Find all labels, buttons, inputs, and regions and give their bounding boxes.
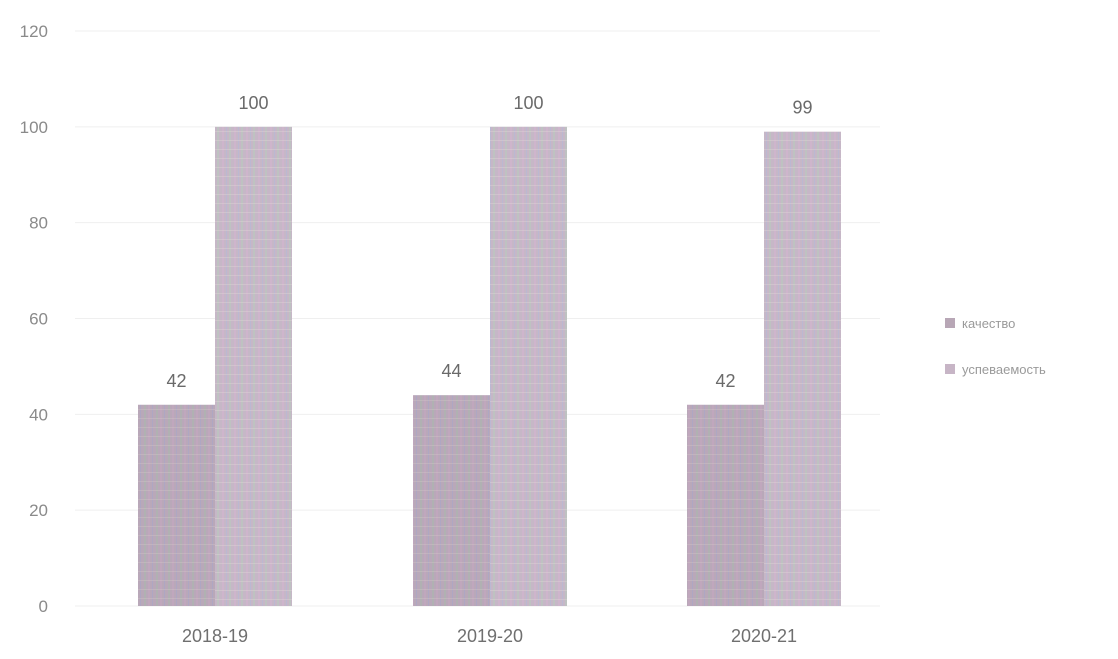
y-tick-label: 60 <box>29 310 48 329</box>
x-tick-label: 2018-19 <box>182 626 248 646</box>
y-axis: 0 20 40 60 80 100 120 <box>20 22 48 616</box>
bar <box>413 395 490 606</box>
data-label: 99 <box>792 98 812 118</box>
y-tick-label: 40 <box>29 405 48 424</box>
y-tick-label: 20 <box>29 501 48 520</box>
data-label: 42 <box>715 371 735 391</box>
x-axis: 2018-19 2019-20 2020-21 <box>182 626 797 646</box>
data-label: 100 <box>238 93 268 113</box>
y-tick-label: 80 <box>29 214 48 233</box>
bars <box>138 126 841 606</box>
data-label: 100 <box>513 93 543 113</box>
x-tick-label: 2019-20 <box>457 626 523 646</box>
bar <box>215 126 292 606</box>
legend: качество успеваемость <box>945 316 1046 377</box>
legend-label: успеваемость <box>962 362 1046 377</box>
x-tick-label: 2020-21 <box>731 626 797 646</box>
bar <box>490 126 567 606</box>
y-tick-label: 0 <box>39 597 48 616</box>
bar <box>687 404 764 606</box>
bar <box>138 404 215 606</box>
data-label: 44 <box>441 361 461 381</box>
legend-swatch <box>945 364 955 374</box>
data-label: 42 <box>166 371 186 391</box>
legend-label: качество <box>962 316 1015 331</box>
data-labels: 42 100 44 100 42 99 <box>166 93 812 391</box>
legend-swatch <box>945 318 955 328</box>
y-tick-label: 100 <box>20 118 48 137</box>
bar <box>764 131 841 606</box>
y-tick-label: 120 <box>20 22 48 41</box>
